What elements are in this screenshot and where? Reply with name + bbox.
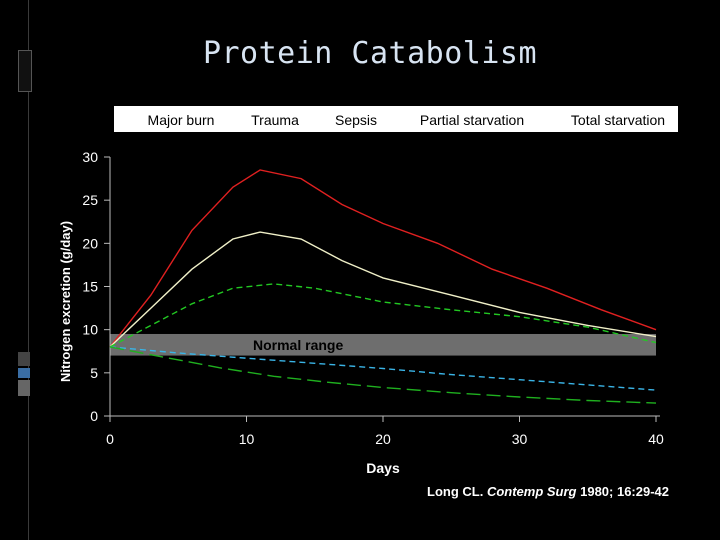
citation: Long CL. Contemp Surg 1980; 16:29-42 <box>427 484 669 499</box>
x-tick-label: 20 <box>375 431 391 447</box>
normal-range-band <box>110 333 656 356</box>
citation-journal: Contemp Surg <box>486 484 577 499</box>
series-line-2 <box>109 231 657 348</box>
legend-box <box>114 106 678 132</box>
x-tick-label: 30 <box>512 431 528 447</box>
slide-title: Protein Catabolism <box>202 36 538 71</box>
citation-prefix: Long CL. <box>427 484 487 499</box>
y-tick-label: 20 <box>82 235 98 251</box>
normal-range-label: Normal range <box>253 337 343 353</box>
legend-entry: Sepsis <box>335 112 377 128</box>
y-tick-label: 25 <box>82 192 98 208</box>
y-tick-label: 0 <box>90 408 98 424</box>
decorative-bar <box>18 368 30 378</box>
y-tick-label: 10 <box>82 322 98 338</box>
legend: Major burn Trauma Sepsis Partial starvation… <box>148 112 666 128</box>
legend-entry: Total starvation <box>571 112 665 128</box>
x-ticks: 0 10 20 30 40 <box>106 416 664 447</box>
x-axis-label: Days <box>366 460 400 476</box>
y-tick-label: 15 <box>82 279 98 295</box>
legend-entry: Partial starvation <box>420 112 524 128</box>
decorative-bar <box>18 380 30 396</box>
series-line-5 <box>109 346 657 404</box>
legend-entry: Major burn <box>148 112 215 128</box>
series-lines <box>109 169 657 404</box>
y-axis-label: Nitrogen excretion (g/day) <box>58 221 73 382</box>
legend-entry: Trauma <box>251 112 299 128</box>
x-tick-label: 10 <box>239 431 255 447</box>
citation-suffix: 1980; 16:29-42 <box>576 484 670 499</box>
series-line-4 <box>109 346 657 391</box>
plot-background <box>110 105 678 422</box>
decorative-bar <box>18 352 30 366</box>
series-line-1 <box>109 169 657 348</box>
y-tick-label: 30 <box>82 149 98 165</box>
y-ticks: 0 5 10 15 20 25 30 <box>82 149 110 424</box>
decorative-bar <box>18 50 32 92</box>
x-tick-label: 40 <box>648 431 664 447</box>
left-rule <box>28 0 29 540</box>
x-tick-label: 0 <box>106 431 114 447</box>
y-tick-label: 5 <box>90 365 98 381</box>
